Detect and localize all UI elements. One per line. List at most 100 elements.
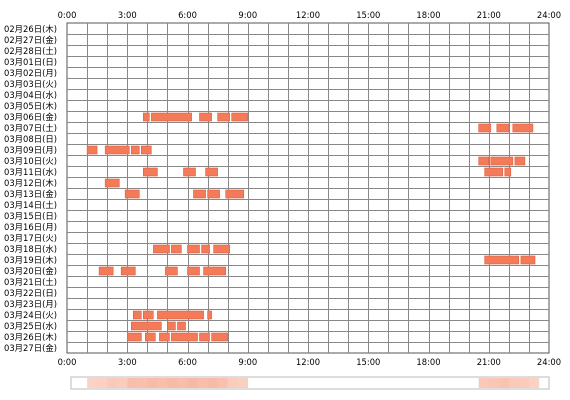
daily-activity-band (70, 376, 550, 390)
row-label: 03月21日(土) (4, 277, 57, 287)
activity-bar (86, 145, 98, 155)
activity-bar (120, 266, 136, 276)
row-label: 03月09日(月) (4, 145, 57, 155)
x-tick-label: 9:00 (238, 10, 257, 20)
activity-bar (165, 266, 178, 276)
row-label: 03月26日(木) (4, 332, 57, 342)
activity-bar (490, 156, 514, 166)
row-label: 03月13日(金) (4, 189, 57, 199)
activity-bar (478, 123, 492, 133)
activity-bar (201, 244, 210, 254)
activity-bar (211, 332, 229, 342)
band-cell (147, 378, 158, 388)
x-tick-label: 24:00 (537, 10, 561, 20)
row-label: 03月25日(水) (4, 321, 57, 331)
band-cell (127, 378, 138, 388)
activity-bar (127, 332, 142, 342)
activity-bar (98, 266, 114, 276)
activity-bar (157, 310, 204, 320)
activity-bar (104, 145, 130, 155)
row-label: 03月16日(月) (4, 222, 57, 232)
band-cell (237, 378, 248, 388)
band-cell (197, 378, 208, 388)
row-label: 03月24日(火) (4, 310, 57, 320)
x-tick-label: 0:00 (58, 357, 77, 367)
x-tick-label: 15:00 (356, 10, 380, 20)
row-label: 03月06日(金) (4, 112, 57, 122)
row-label: 03月08日(日) (4, 134, 57, 144)
activity-bar (512, 123, 534, 133)
activity-bar (145, 332, 156, 342)
row-label: 03月10日(火) (4, 156, 57, 166)
band-cell (97, 378, 108, 388)
activity-bar (141, 145, 152, 155)
activity-bar (199, 332, 210, 342)
x-tick-label: 18:00 (416, 357, 440, 367)
activity-bar (496, 123, 510, 133)
row-label: 03月11日(水) (4, 167, 57, 177)
activity-bar (231, 112, 249, 122)
row-label: 02月26日(木) (4, 24, 57, 34)
activity-bar (159, 332, 170, 342)
activity-bar (484, 167, 504, 177)
x-tick-label: 18:00 (416, 10, 440, 20)
band-cell (187, 378, 198, 388)
activity-bar (151, 112, 192, 122)
band-cell (227, 378, 238, 388)
row-label: 03月07日(土) (4, 123, 57, 133)
activity-bar (171, 332, 198, 342)
chart-grid (66, 22, 550, 354)
activity-bar (133, 310, 142, 320)
activity-bar (520, 255, 536, 265)
band-cell (508, 378, 520, 388)
x-tick-label: 6:00 (178, 10, 197, 20)
band-cell (167, 378, 178, 388)
activity-bar (177, 321, 186, 331)
activity-bar (217, 112, 230, 122)
activity-bar (131, 145, 140, 155)
activity-bar (171, 244, 182, 254)
band-cell (157, 378, 168, 388)
activity-bar (104, 178, 120, 188)
band-cell (117, 378, 128, 388)
x-tick-label: 3:00 (118, 357, 137, 367)
band-cell (518, 378, 530, 388)
band-cell (87, 378, 98, 388)
row-label: 03月19日(木) (4, 255, 57, 265)
x-tick-label: 12:00 (296, 10, 320, 20)
activity-bars (86, 112, 536, 342)
band-cell (217, 378, 228, 388)
activity-bar (124, 189, 140, 199)
row-label: 03月15日(日) (4, 211, 57, 221)
activity-bar (213, 244, 231, 254)
row-label: 03月23日(月) (4, 299, 57, 309)
x-tick-label: 9:00 (238, 357, 257, 367)
activity-bar (205, 167, 218, 177)
row-labels: 02月26日(木)02月27日(金)02月28日(土)03月01日(日)03月0… (4, 24, 57, 353)
activity-bar (131, 321, 162, 331)
activity-bar (183, 167, 196, 177)
activity-bar (484, 255, 520, 265)
x-tick-label: 0:00 (58, 10, 77, 20)
activity-bar (143, 167, 158, 177)
x-tick-label: 3:00 (118, 10, 137, 20)
row-label: 03月03日(火) (4, 79, 57, 89)
x-tick-label: 15:00 (356, 357, 380, 367)
row-label: 03月27日(金) (4, 343, 57, 353)
activity-bar (504, 167, 512, 177)
activity-bar (478, 156, 490, 166)
activity-bar (167, 321, 176, 331)
row-label: 03月04日(水) (4, 90, 57, 100)
activity-bar (153, 244, 170, 254)
activity-bar (143, 112, 150, 122)
activity-bar (207, 310, 212, 320)
activity-bar (207, 189, 220, 199)
activity-bar (187, 266, 200, 276)
activity-bar (143, 310, 154, 320)
x-tick-label: 21:00 (477, 357, 501, 367)
x-tick-label: 12:00 (296, 357, 320, 367)
x-axis-top: 0:00 3:00 6:00 9:00 12:00 15:00 18:00 21:00 24:0… (58, 10, 561, 20)
activity-bar (199, 112, 212, 122)
band-cell (478, 378, 489, 388)
